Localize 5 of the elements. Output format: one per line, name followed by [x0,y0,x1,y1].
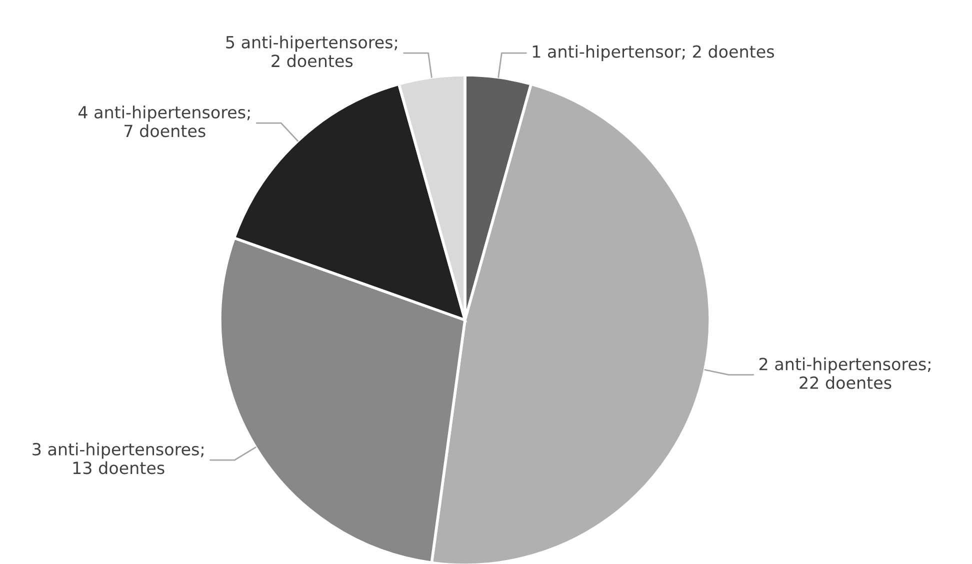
slice-label: 3 anti-hipertensores; 13 doentes [32,442,204,474]
slice-label: 5 anti-hipertensores; 2 doentes [226,36,397,68]
slice-label: 2 anti-hipertensores; 22 doentes [759,357,930,389]
slice-label: 1 anti-hipertensor; 2 doentes [532,44,774,62]
slice-label: 4 anti-hipertensores; 7 doentes [78,106,250,138]
